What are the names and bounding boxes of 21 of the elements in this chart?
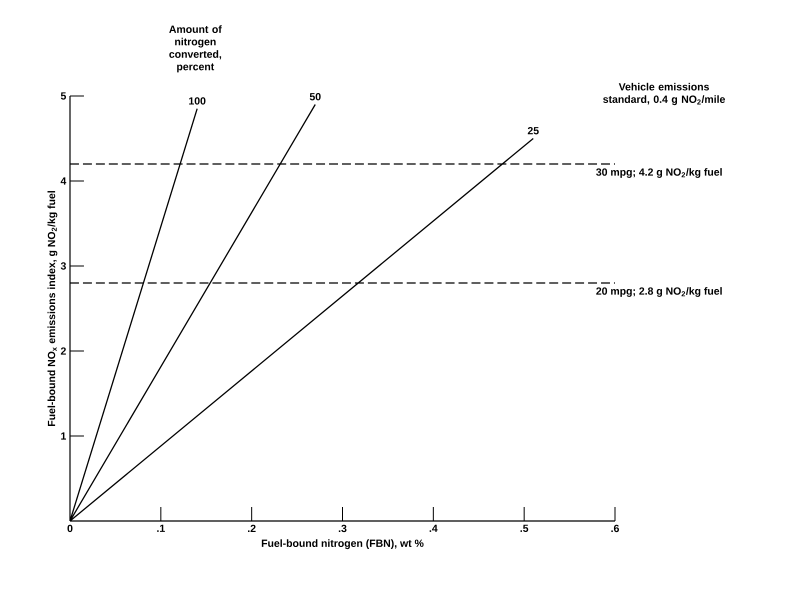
x-tick-label: .4 bbox=[430, 524, 438, 532]
x-tick-label: 0 bbox=[67, 524, 72, 532]
x-axis-title: Fuel-bound nitrogen (FBN), wt % bbox=[262, 539, 424, 550]
series-label: 50 bbox=[310, 92, 321, 100]
x-tick-label: .5 bbox=[520, 524, 528, 532]
series-label: 25 bbox=[528, 126, 539, 134]
x-tick-label: .1 bbox=[157, 524, 165, 532]
y-tick-label: 2 bbox=[60, 347, 66, 355]
x-tick-label: .3 bbox=[338, 524, 346, 532]
ref-line-label: 30 mpg; 4.2 g NO$_{2}$/kg fuel bbox=[596, 168, 722, 178]
y-tick-label: 4 bbox=[60, 177, 66, 185]
series-label: 100 bbox=[189, 97, 206, 105]
y-tick-label: 1 bbox=[61, 432, 66, 440]
annotation: Vehicle emissions standard, 0.4 g NO$_{2}$/mile bbox=[603, 82, 725, 106]
x-tick-label: .2 bbox=[248, 524, 256, 532]
x-tick-label: .6 bbox=[611, 524, 619, 532]
y-axis-title: Fuel-bound NO$_{x}$ emissions index, g NO$_{2}$/kg fuel bbox=[48, 191, 58, 426]
y-tick-label: 5 bbox=[60, 92, 66, 100]
text: Amount of nitrogen converted, percent bbox=[169, 25, 222, 72]
ref-line-label: 20 mpg; 2.8 g NO$_{2}$/kg fuel bbox=[596, 287, 722, 297]
y-tick-label: 3 bbox=[60, 262, 66, 270]
